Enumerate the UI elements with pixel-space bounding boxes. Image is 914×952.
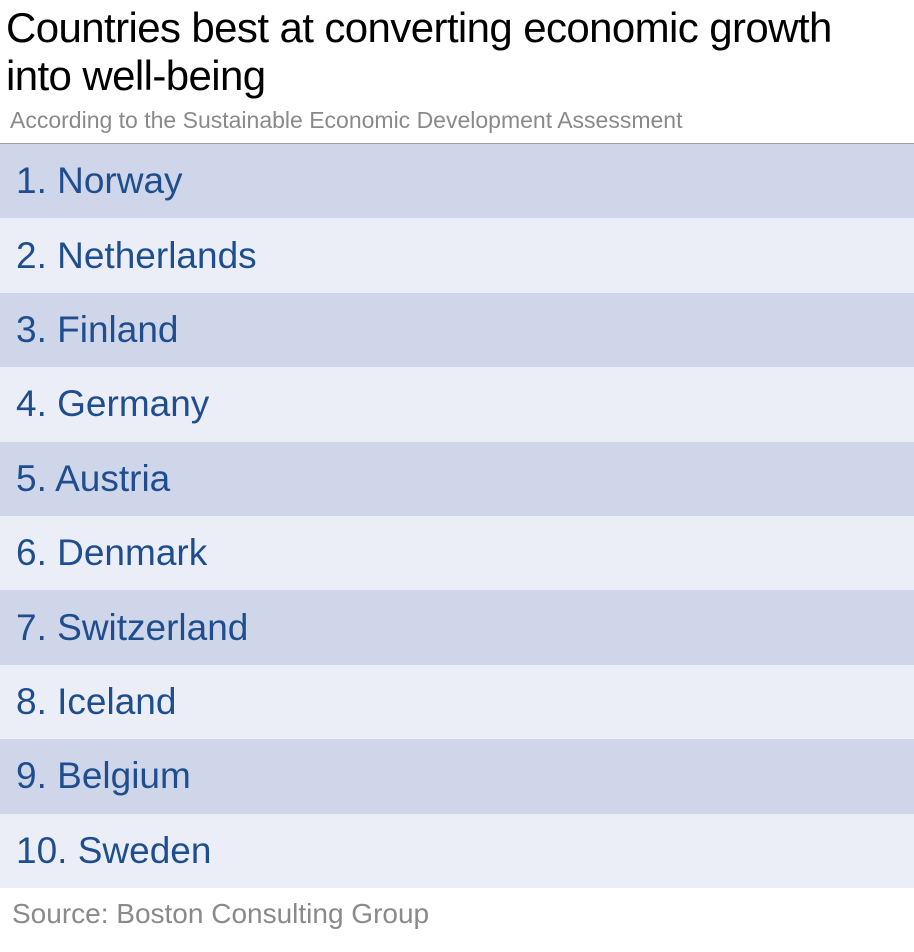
row-label: 3. Finland: [16, 308, 179, 350]
row-label: 10. Sweden: [16, 829, 212, 871]
ranking-table: 1. Norway 2. Netherlands 3. Finland 4. G…: [0, 144, 914, 888]
chart-subtitle: According to the Sustainable Economic De…: [10, 107, 683, 133]
table-row: 1. Norway: [0, 144, 914, 219]
row-label: 1. Norway: [16, 160, 183, 202]
source-note: Source: Boston Consulting Group: [12, 898, 430, 929]
header-divider: [0, 143, 914, 144]
row-label: 2. Netherlands: [16, 234, 257, 276]
table-row: 5. Austria: [0, 441, 914, 516]
row-label: 7. Switzerland: [16, 606, 249, 648]
row-label: 9. Belgium: [16, 755, 191, 797]
row-label: 4. Germany: [16, 383, 210, 425]
table-row: 3. Finland: [0, 292, 914, 368]
table-row: 6. Denmark: [0, 515, 914, 591]
row-label: 8. Iceland: [16, 680, 177, 722]
table-row: 10. Sweden: [0, 813, 914, 888]
table-row: 7. Switzerland: [0, 590, 914, 665]
row-label: 5. Austria: [16, 457, 171, 499]
table-row: 8. Iceland: [0, 664, 914, 740]
row-label: 6. Denmark: [16, 532, 208, 574]
chart-title: Countries best at converting economic gr…: [6, 4, 832, 99]
table-row: 2. Netherlands: [0, 218, 914, 293]
table-row: 4. Germany: [0, 367, 914, 442]
table-row: 9. Belgium: [0, 739, 914, 814]
